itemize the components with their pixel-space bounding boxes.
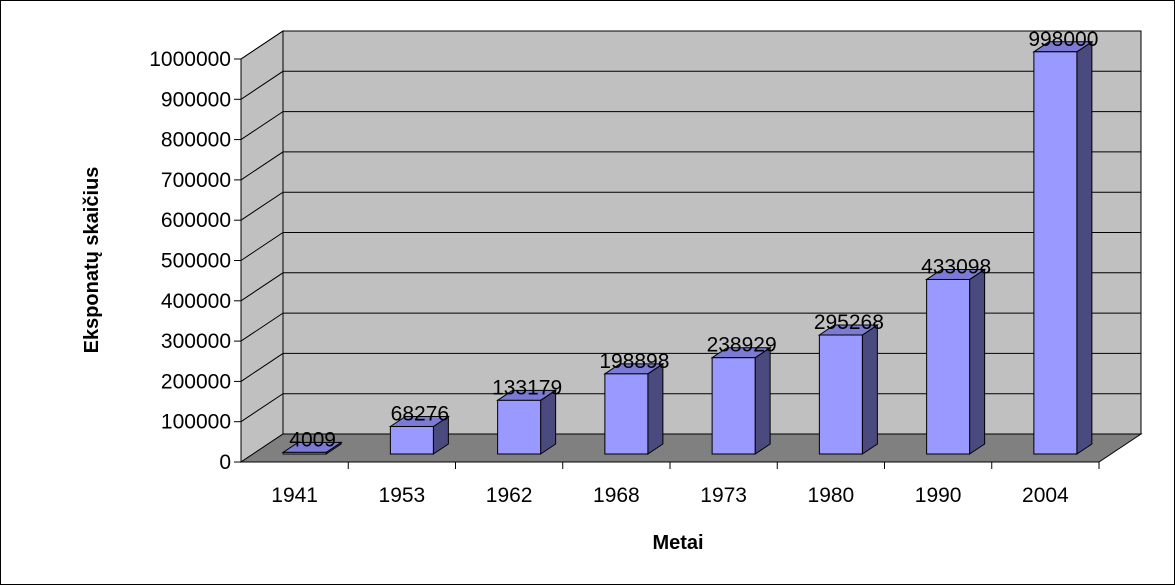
y-axis-title: Eksponatų skaičius — [81, 167, 103, 354]
y-tick-label: 500000 — [161, 250, 231, 273]
x-tick-label: 1941 — [271, 484, 318, 507]
data-label: 433098 — [921, 255, 991, 278]
x-axis-title: Metai — [652, 532, 703, 554]
x-tick-label: 1990 — [915, 484, 962, 507]
data-label: 4009 — [289, 428, 336, 451]
gridline — [240, 70, 1141, 100]
gridline — [240, 191, 1141, 221]
gridline — [240, 111, 1141, 141]
gridline — [240, 151, 1141, 181]
y-tick-label: 100000 — [161, 411, 231, 434]
y-tick-label: 700000 — [161, 169, 231, 192]
bar-side — [754, 346, 771, 455]
y-tick-labels: 0 100000 200000 300000 400000 500000 600000 700… — [149, 48, 231, 474]
x-tick-label: 1980 — [808, 484, 855, 507]
gridline — [240, 272, 1141, 302]
chart-walls — [239, 30, 1143, 463]
y-tick-label: 1000000 — [149, 48, 231, 71]
gridline — [240, 232, 1141, 261]
gridline — [240, 30, 1141, 60]
data-label: 68276 — [391, 402, 449, 425]
bar — [1033, 51, 1078, 455]
bar-side — [969, 268, 986, 455]
x-tick-label: 1953 — [379, 484, 426, 507]
x-tick-label: 2004 — [1022, 484, 1069, 507]
data-label: 998000 — [1028, 28, 1098, 51]
bar — [926, 278, 971, 455]
y-tick-label: 400000 — [161, 290, 231, 313]
floor — [239, 433, 1143, 463]
y-tick-label: 800000 — [161, 129, 231, 152]
bar — [604, 373, 649, 455]
bar — [711, 357, 756, 455]
gridlines — [234, 30, 1141, 469]
x-tick-label: 1973 — [700, 484, 747, 507]
y-tick-label: 300000 — [161, 330, 231, 353]
gridline — [240, 312, 1141, 342]
bar-side — [1076, 40, 1093, 455]
bar — [389, 425, 434, 455]
data-label: 295268 — [814, 311, 884, 334]
bar — [818, 334, 863, 455]
y-tick-label: 200000 — [161, 370, 231, 393]
y-tick-label: 0 — [219, 451, 231, 474]
x-tick-labels: 1941 1953 1962 1968 1973 1980 1990 2004 — [271, 484, 1069, 507]
bars — [281, 40, 1094, 455]
data-label: 133179 — [492, 376, 562, 399]
x-tick-label: 1962 — [486, 484, 533, 507]
data-label: 238929 — [707, 334, 777, 357]
bar-side — [647, 362, 664, 455]
y-tick-label: 600000 — [161, 209, 231, 232]
data-label: 198898 — [599, 350, 669, 373]
bar — [282, 451, 327, 455]
bar — [497, 399, 542, 455]
bar-side — [861, 324, 878, 455]
data-labels: 4009 68276 133179 198898 238929 295268 433098 9… — [289, 28, 1098, 452]
x-tick-label: 1968 — [593, 484, 640, 507]
bar-side — [540, 389, 557, 455]
y-tick-label: 900000 — [161, 88, 231, 111]
